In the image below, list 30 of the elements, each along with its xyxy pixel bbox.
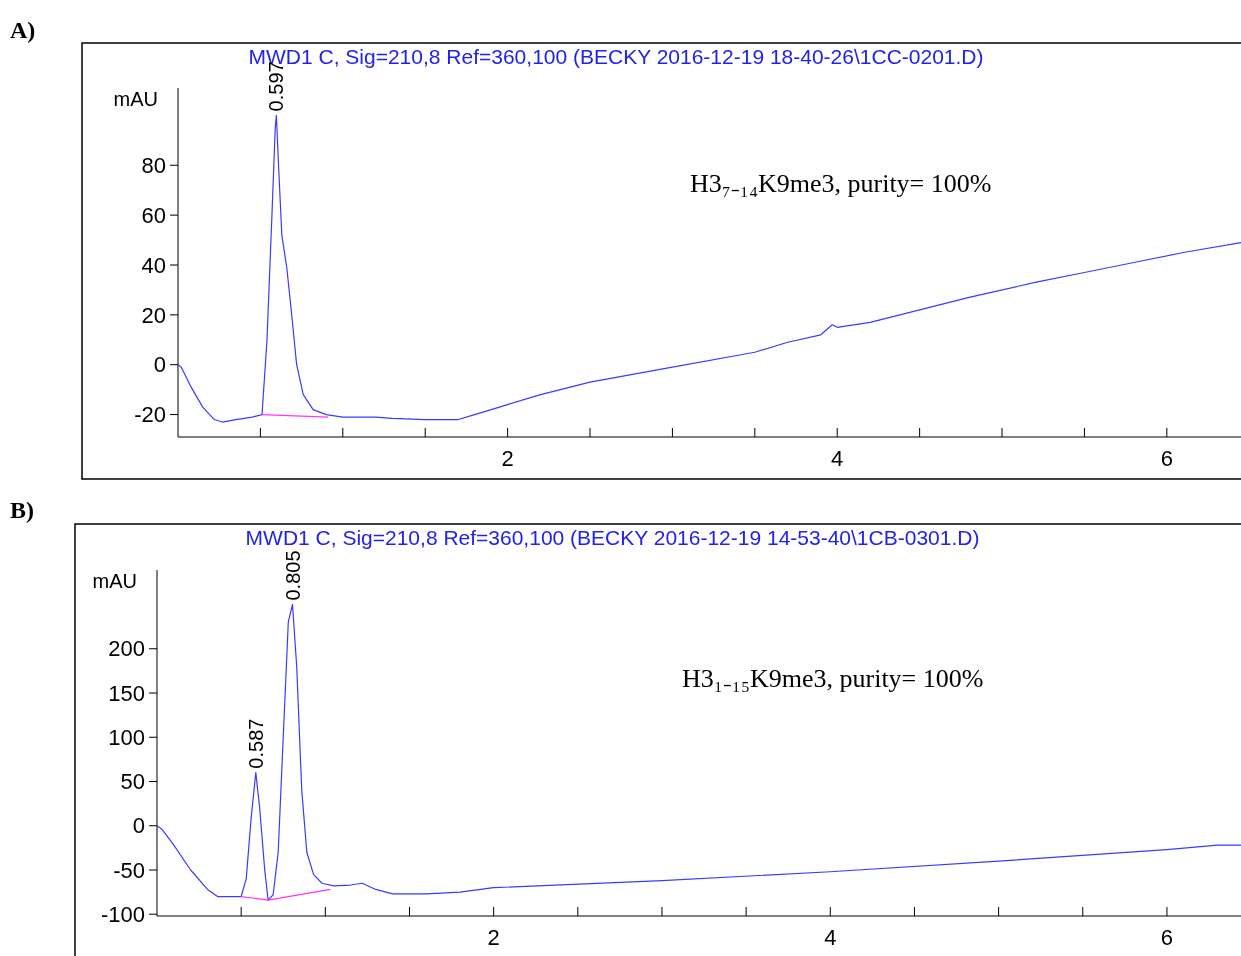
chart-title: MWD1 C, Sig=210,8 Ref=360,100 (BECKY 2016-12-19 14-53-40\1CB-0301.D) xyxy=(245,526,980,549)
y-axis-title: mAU xyxy=(113,88,158,110)
x-tick-label: 2 xyxy=(501,446,514,471)
y-axis-title: mAU xyxy=(92,570,137,592)
x-tick-label: 6 xyxy=(1160,446,1173,471)
annotation: H3₁₋₁₅K9me3, purity= 100% xyxy=(682,664,984,693)
x-tick-label: 4 xyxy=(824,925,837,950)
y-tick-label: 80 xyxy=(141,152,166,178)
y-tick-label: -20 xyxy=(134,402,166,428)
annotation: 0.805 xyxy=(281,550,304,601)
x-tick-label: 4 xyxy=(831,446,844,471)
line-series xyxy=(156,603,1241,901)
y-tick-label: 60 xyxy=(141,202,166,228)
text: A) xyxy=(10,17,36,43)
x-tick-label: 6 xyxy=(1160,925,1174,950)
y-tick-label: -50 xyxy=(113,857,145,883)
x-tick-label: 2 xyxy=(487,925,500,950)
text: B) xyxy=(10,497,34,523)
y-tick-label: 50 xyxy=(120,769,145,795)
y-tick-label: 150 xyxy=(108,680,145,706)
y-tick-label: 20 xyxy=(141,302,166,328)
y-tick-label: 0 xyxy=(132,813,145,839)
annotation: H3₇₋₁₄K9me3, purity= 100% xyxy=(690,169,992,198)
annotation: 0.587 xyxy=(244,718,267,769)
line-series xyxy=(177,114,1241,423)
y-tick-label: -100 xyxy=(100,901,145,927)
y-tick-label: 200 xyxy=(108,636,145,662)
y-tick-label: 0 xyxy=(153,352,166,378)
y-tick-label: 100 xyxy=(108,724,145,750)
y-tick-label: 40 xyxy=(141,252,166,278)
